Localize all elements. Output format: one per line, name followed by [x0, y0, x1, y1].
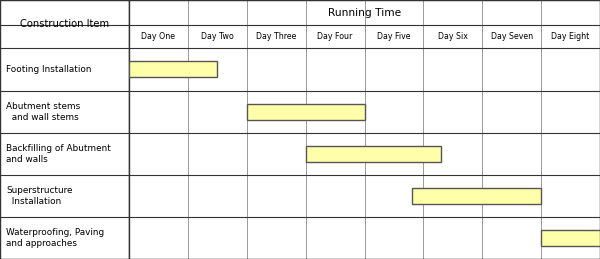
- Bar: [412, 188, 541, 204]
- Text: Day One: Day One: [142, 32, 175, 41]
- Text: Day Five: Day Five: [377, 32, 410, 41]
- Text: Superstructure
  Installation: Superstructure Installation: [7, 186, 73, 206]
- Bar: [305, 146, 441, 162]
- Text: Day Six: Day Six: [438, 32, 468, 41]
- Text: Day Two: Day Two: [201, 32, 233, 41]
- Text: Day Four: Day Four: [317, 32, 353, 41]
- Text: Construction Item: Construction Item: [20, 19, 109, 29]
- Text: Footing Installation: Footing Installation: [7, 65, 92, 74]
- Text: Day Eight: Day Eight: [551, 32, 590, 41]
- Bar: [129, 61, 217, 77]
- Bar: [247, 104, 365, 120]
- Text: Running Time: Running Time: [328, 8, 401, 18]
- Text: Day Three: Day Three: [256, 32, 296, 41]
- Text: Waterproofing, Paving
and approaches: Waterproofing, Paving and approaches: [7, 228, 104, 248]
- Bar: [541, 230, 600, 246]
- Text: Day Seven: Day Seven: [491, 32, 533, 41]
- Text: Abutment stems
  and wall stems: Abutment stems and wall stems: [7, 102, 80, 122]
- Text: Backfilling of Abutment
and walls: Backfilling of Abutment and walls: [7, 144, 112, 164]
